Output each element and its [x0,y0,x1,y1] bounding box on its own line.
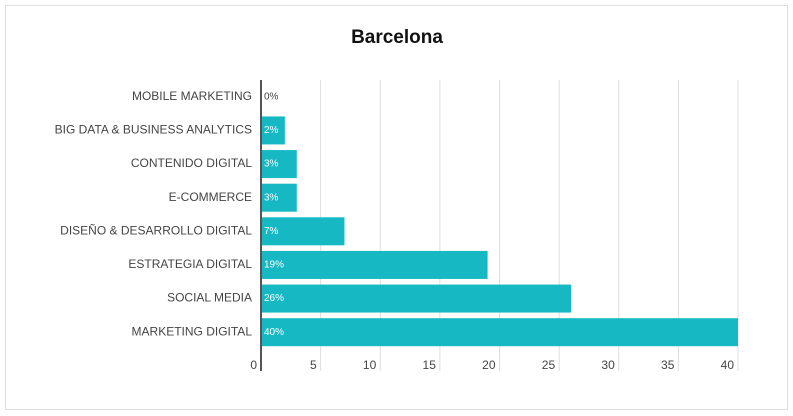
y-tick-label: MARKETING DIGITAL [132,324,253,338]
y-tick-label: BIG DATA & BUSINESS ANALYTICS [55,123,252,137]
bar [261,284,572,313]
y-tick-label: MOBILE MARKETING [132,89,252,103]
bar [261,250,488,279]
value-label: 2% [264,125,279,136]
bar [261,217,345,246]
y-tick-label: ESTRATEGIA DIGITAL [128,257,252,271]
x-tick-label: 10 [363,358,377,372]
chart-title: Barcelona [351,27,443,48]
x-tick-label: 40 [721,358,735,372]
value-label: 19% [264,260,284,271]
x-tick-label: 25 [542,358,556,372]
bar [261,150,297,179]
bar [261,116,285,145]
x-tick-label: 30 [601,358,615,372]
value-label: 3% [264,192,279,203]
y-tick-label: CONTENIDO DIGITAL [131,156,252,170]
value-label: 0% [264,91,279,102]
y-tick-label: SOCIAL MEDIA [167,291,252,305]
value-label: 26% [264,293,284,304]
x-tick-label: 15 [423,358,437,372]
x-tick-label: 35 [661,358,675,372]
x-tick-label: 0 [250,358,257,372]
value-label: 40% [264,327,284,338]
bar [261,318,738,347]
value-label: 3% [264,159,279,170]
value-label: 7% [264,226,279,237]
y-tick-label: DISEÑO & DESARROLLO DIGITAL [60,223,252,237]
x-tick-label: 5 [310,358,317,372]
x-tick-label: 20 [482,358,496,372]
y-tick-label: E-COMMERCE [169,190,252,204]
bar [261,183,297,212]
chart-frame [5,5,788,410]
